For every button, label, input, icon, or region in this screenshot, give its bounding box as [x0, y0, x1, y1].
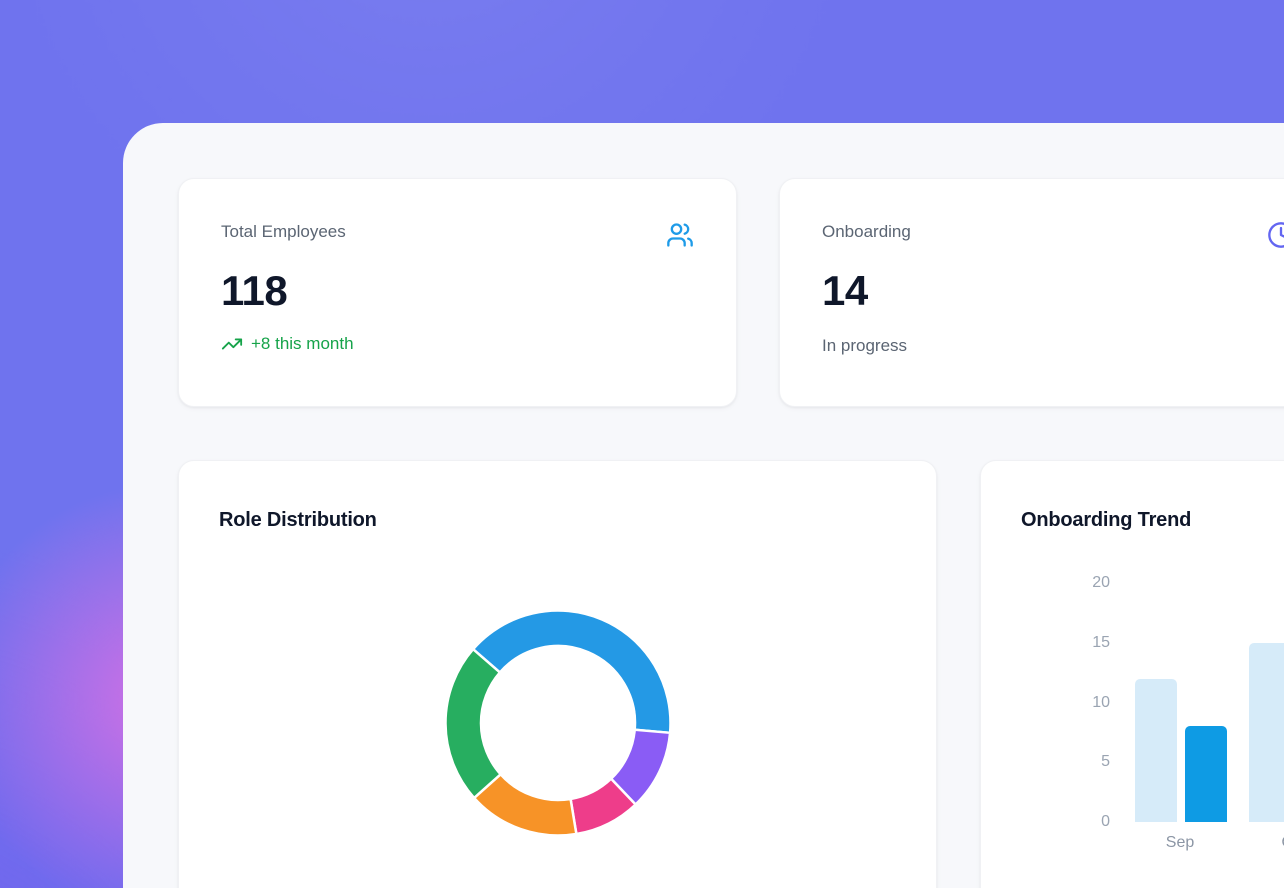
- trending-up-icon: [221, 333, 243, 355]
- y-axis-tick-label: 20: [1092, 574, 1110, 591]
- onboarding-trend-bar-chart: 0 5 10 15 20 Sep Oct: [981, 461, 1284, 888]
- role-distribution-donut-chart: [444, 609, 672, 837]
- donut-segment-blue: [471, 609, 672, 735]
- role-distribution-card: Role Distribution: [178, 460, 937, 888]
- clock-icon: [1267, 221, 1284, 249]
- chart-title: Onboarding Trend: [1021, 509, 1192, 531]
- y-axis-tick-label: 10: [1092, 693, 1110, 711]
- bar-oct-series-light-blue: [1249, 642, 1284, 822]
- y-axis-tick-label: 0: [1101, 813, 1110, 830]
- users-icon: [666, 221, 694, 249]
- x-axis-category-label: Sep: [1165, 834, 1195, 851]
- bar-sep-series-dark-blue: [1185, 726, 1227, 822]
- stat-subtitle: In progress: [822, 336, 908, 355]
- stat-card-total-employees: Total Employees 118 +8 this month: [178, 178, 737, 407]
- x-axis-category-label: Oct: [1249, 833, 1284, 853]
- stat-value: 118: [221, 267, 288, 314]
- stat-label: Onboarding: [822, 222, 911, 241]
- onboarding-trend-card: Onboarding Trend 0 5 10 15 20 Sep Oct: [980, 460, 1284, 888]
- y-axis-tick-label: 15: [1092, 633, 1110, 651]
- bar-sep-series-light-blue: [1135, 678, 1177, 822]
- donut-segment-green: [444, 647, 502, 800]
- stat-label: Total Employees: [221, 222, 346, 241]
- y-axis-tick-label: 5: [1101, 753, 1110, 771]
- stat-trend: +8 this month: [221, 333, 694, 355]
- stat-trend-label: +8 this month: [251, 334, 354, 353]
- stat-card-onboarding: Onboarding 14 In progress: [779, 178, 1284, 407]
- dashboard-panel: Total Employees 118 +8 this month Onboar…: [123, 123, 1284, 888]
- chart-title: Role Distribution: [219, 509, 377, 531]
- stat-value: 14: [822, 267, 868, 314]
